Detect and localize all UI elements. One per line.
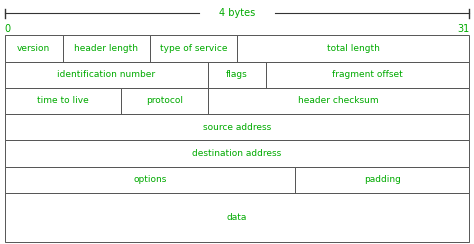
Text: 0: 0 <box>5 24 11 34</box>
Text: data: data <box>227 213 247 222</box>
FancyBboxPatch shape <box>266 62 469 88</box>
FancyBboxPatch shape <box>295 167 469 193</box>
Text: header length: header length <box>74 44 138 53</box>
Text: identification number: identification number <box>57 70 155 79</box>
FancyBboxPatch shape <box>208 62 266 88</box>
FancyBboxPatch shape <box>5 62 208 88</box>
Text: flags: flags <box>226 70 248 79</box>
FancyBboxPatch shape <box>5 193 469 242</box>
FancyBboxPatch shape <box>121 88 208 114</box>
Text: type of service: type of service <box>160 44 227 53</box>
Text: fragment offset: fragment offset <box>332 70 403 79</box>
Text: version: version <box>17 44 50 53</box>
Text: time to live: time to live <box>37 96 89 105</box>
FancyBboxPatch shape <box>5 114 469 140</box>
FancyBboxPatch shape <box>5 35 63 62</box>
FancyBboxPatch shape <box>63 35 150 62</box>
Text: destination address: destination address <box>192 149 282 158</box>
Text: padding: padding <box>364 175 401 184</box>
Text: header checksum: header checksum <box>298 96 379 105</box>
FancyBboxPatch shape <box>5 140 469 167</box>
FancyBboxPatch shape <box>237 35 469 62</box>
FancyBboxPatch shape <box>208 88 469 114</box>
FancyBboxPatch shape <box>5 167 295 193</box>
FancyBboxPatch shape <box>5 88 121 114</box>
Text: options: options <box>133 175 166 184</box>
FancyBboxPatch shape <box>150 35 237 62</box>
Text: source address: source address <box>203 123 271 132</box>
Text: 4 bytes: 4 bytes <box>219 9 255 18</box>
Text: total length: total length <box>327 44 380 53</box>
Text: 31: 31 <box>457 24 469 34</box>
Text: protocol: protocol <box>146 96 183 105</box>
